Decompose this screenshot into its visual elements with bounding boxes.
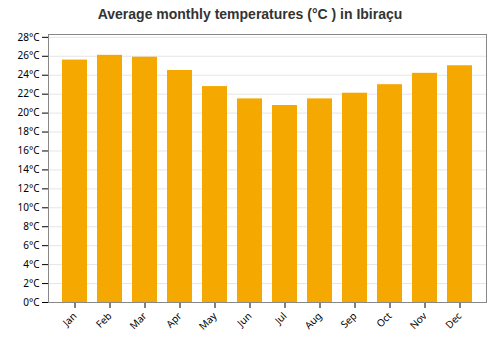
svg-text:14°C: 14°C bbox=[17, 162, 40, 176]
svg-text:8°C: 8°C bbox=[23, 219, 40, 233]
svg-text:18°C: 18°C bbox=[17, 124, 40, 138]
svg-text:Jul: Jul bbox=[271, 309, 290, 328]
svg-text:4°C: 4°C bbox=[23, 257, 40, 271]
svg-text:Jan: Jan bbox=[59, 309, 80, 330]
svg-text:20°C: 20°C bbox=[17, 105, 40, 119]
svg-text:Oct: Oct bbox=[373, 309, 395, 331]
svg-text:May: May bbox=[195, 308, 220, 333]
svg-text:10°C: 10°C bbox=[17, 200, 40, 214]
svg-text:Dec: Dec bbox=[442, 309, 465, 332]
html-text:Average monthly temperatures (: Average monthly temperatures (°C ) in Ib… bbox=[97, 6, 403, 22]
svg-text:26°C: 26°C bbox=[17, 48, 40, 62]
svg-text:Nov: Nov bbox=[406, 308, 430, 332]
svg-text:16°C: 16°C bbox=[17, 143, 40, 157]
svg-text:0°C: 0°C bbox=[23, 295, 40, 309]
svg-text:Feb: Feb bbox=[92, 309, 114, 331]
svg-text:6°C: 6°C bbox=[23, 238, 40, 252]
svg-text:Sep: Sep bbox=[337, 309, 359, 331]
svg-text:22°C: 22°C bbox=[17, 86, 40, 100]
svg-text:12°C: 12°C bbox=[17, 181, 40, 195]
svg-text:Mar: Mar bbox=[126, 309, 149, 332]
svg-text:28°C: 28°C bbox=[17, 30, 40, 44]
svg-text:Aug: Aug bbox=[301, 309, 324, 332]
svg-text:Jun: Jun bbox=[233, 309, 254, 330]
svg-text:Apr: Apr bbox=[163, 309, 185, 331]
svg-text:24°C: 24°C bbox=[17, 67, 40, 81]
svg-text:2°C: 2°C bbox=[23, 276, 40, 290]
